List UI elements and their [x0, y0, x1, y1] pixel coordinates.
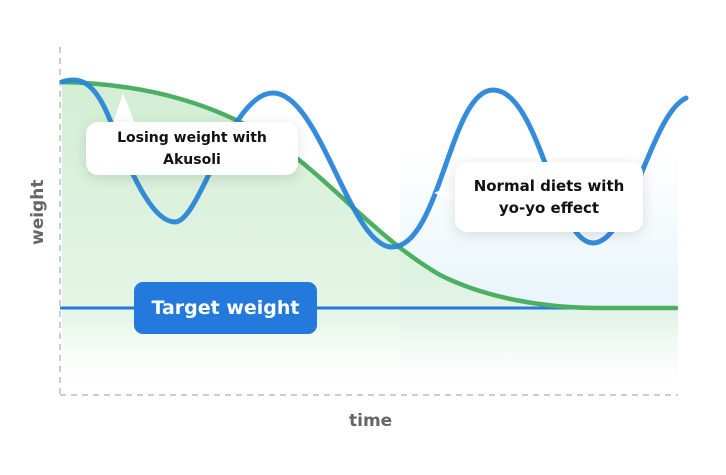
yoyo-callout-line2: yo-yo effect: [498, 199, 600, 217]
x-axis-label: time: [349, 411, 393, 431]
y-axis-label: weight: [28, 179, 48, 245]
yoyo-callout-line1: Normal diets with: [473, 177, 625, 195]
yoyo-callout: Normal diets with yo-yo effect: [455, 162, 643, 232]
target-weight-label: Target weight: [151, 297, 300, 319]
target-weight-badge: Target weight: [134, 282, 317, 334]
blue-yoyo-curve: [59, 77, 689, 250]
akusoli-callout: Losing weight with Akusoli: [86, 122, 298, 175]
akusoli-callout-text: Losing weight with Akusoli: [117, 129, 267, 168]
